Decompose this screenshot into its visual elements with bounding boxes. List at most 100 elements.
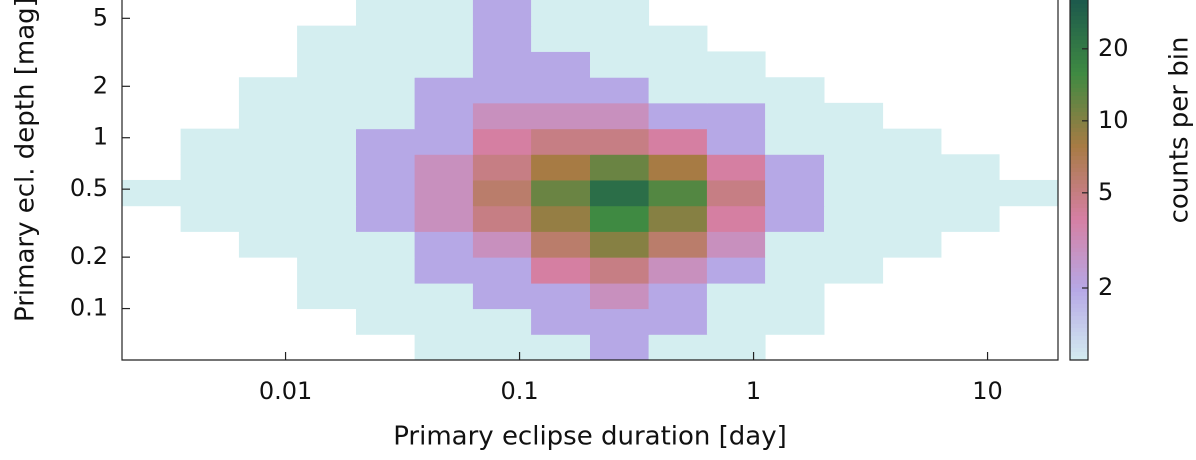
colorbar-segment (1070, 244, 1088, 249)
heatmap-cell (999, 154, 1058, 180)
heatmap-cell (472, 205, 532, 232)
heatmap-cell (999, 257, 1058, 283)
colorbar-segment (1070, 0, 1088, 5)
colorbar-segment (1070, 116, 1088, 121)
x-tick-label: 10 (972, 377, 1003, 405)
heatmap-cell (531, 283, 591, 310)
heatmap-cell (649, 0, 708, 26)
heatmap-cell (648, 308, 708, 335)
heatmap-cell (356, 154, 416, 181)
heatmap-cell (356, 283, 416, 310)
colorbar-segment (1070, 172, 1088, 177)
heatmap-cell (999, 206, 1058, 232)
colorbar-segment (1070, 288, 1088, 293)
heatmap-cell (356, 308, 416, 335)
heatmap-cell (181, 103, 240, 129)
colorbar-segment (1070, 24, 1088, 29)
heatmap-cell (590, 283, 650, 310)
x-tick-label: 0.01 (259, 377, 312, 405)
heatmap-cell (181, 309, 240, 335)
heatmap-cell (356, 102, 416, 130)
heatmap-cell (181, 334, 240, 360)
colorbar-segment (1070, 56, 1088, 61)
colorbar-segment (1070, 304, 1088, 309)
heatmap-cell (824, 283, 883, 309)
colorbar-segment (1070, 176, 1088, 181)
heatmap-cell (940, 154, 1000, 181)
colorbar-segment (1070, 256, 1088, 261)
heatmap-cell (765, 231, 825, 258)
colorbar-segment (1070, 236, 1088, 241)
colorbar-segment (1070, 84, 1088, 89)
heatmap-cell (999, 77, 1058, 103)
heatmap-cell (648, 257, 708, 284)
colorbar-segment (1070, 268, 1088, 273)
colorbar-segment (1070, 212, 1088, 217)
heatmap-cell (122, 26, 181, 52)
heatmap-cell (531, 205, 591, 232)
colorbar-segment (1070, 136, 1088, 141)
heatmap-cell (706, 179, 766, 207)
colorbar-segment (1070, 280, 1088, 285)
heatmap-cell (531, 334, 591, 361)
heatmap-cell (706, 77, 766, 104)
colorbar-segment (1070, 112, 1088, 117)
heatmap-cell (239, 51, 298, 77)
heatmap-cell (707, 26, 766, 52)
heatmap-cell (122, 231, 181, 257)
x-tick-label: 1 (746, 377, 761, 405)
heatmap-cell (648, 25, 708, 52)
heatmap-cell (999, 129, 1058, 155)
heatmap-cell (706, 231, 766, 258)
heatmap-cell (472, 51, 532, 78)
heatmap-cell (472, 179, 532, 207)
heatmap-cell (883, 26, 942, 52)
colorbar-tick-label: 20 (1098, 34, 1129, 62)
colorbar-tick-label: 10 (1098, 106, 1129, 134)
y-tick-label: 0.5 (70, 174, 108, 202)
colorbar-segment (1070, 240, 1088, 245)
colorbar-segment (1070, 352, 1088, 357)
heatmap-cell (414, 0, 474, 27)
colorbar-segment (1070, 148, 1088, 153)
heatmap-cell (590, 0, 650, 27)
colorbar-segment (1070, 88, 1088, 93)
colorbar-segment (1070, 72, 1088, 77)
heatmap-cell (180, 179, 240, 207)
heatmap-cell (297, 0, 356, 26)
colorbar-segment (1070, 32, 1088, 37)
heatmap-cell (239, 283, 298, 309)
colorbar-segment (1070, 264, 1088, 269)
heatmap-cell (765, 334, 824, 360)
heatmap-cell (414, 257, 474, 284)
heatmap-cell (824, 0, 883, 26)
heatmap-cell (297, 257, 357, 284)
colorbar-segment (1070, 104, 1088, 109)
colorbar-segment (1070, 12, 1088, 17)
colorbar-frame (1069, 0, 1089, 361)
colorbar-segment (1070, 44, 1088, 49)
heatmap-cell (472, 128, 532, 155)
heatmap-cell (297, 51, 357, 78)
heatmap-cell (824, 257, 884, 284)
heatmap-cell (765, 308, 825, 335)
heatmap-cell (181, 26, 240, 52)
heatmap-cell (824, 26, 883, 52)
heatmap-cell (999, 309, 1058, 335)
heatmap-cell (590, 231, 650, 258)
colorbar-segment (1070, 20, 1088, 25)
colorbar-segment (1070, 16, 1088, 21)
heatmap-cell (999, 26, 1058, 52)
colorbar-segment (1070, 336, 1088, 341)
heatmap-cell (238, 179, 298, 207)
heatmap-cell (882, 179, 942, 207)
heatmap-cell (181, 51, 240, 77)
colorbar-segment (1070, 228, 1088, 233)
heatmap-cell (356, 205, 416, 232)
heatmap-cell (122, 257, 181, 283)
heatmap-cell (765, 102, 825, 130)
colorbar-segment (1070, 276, 1088, 281)
heatmap-cell (239, 334, 298, 360)
heatmap-cell (122, 0, 181, 26)
heatmap-cell (824, 51, 883, 77)
